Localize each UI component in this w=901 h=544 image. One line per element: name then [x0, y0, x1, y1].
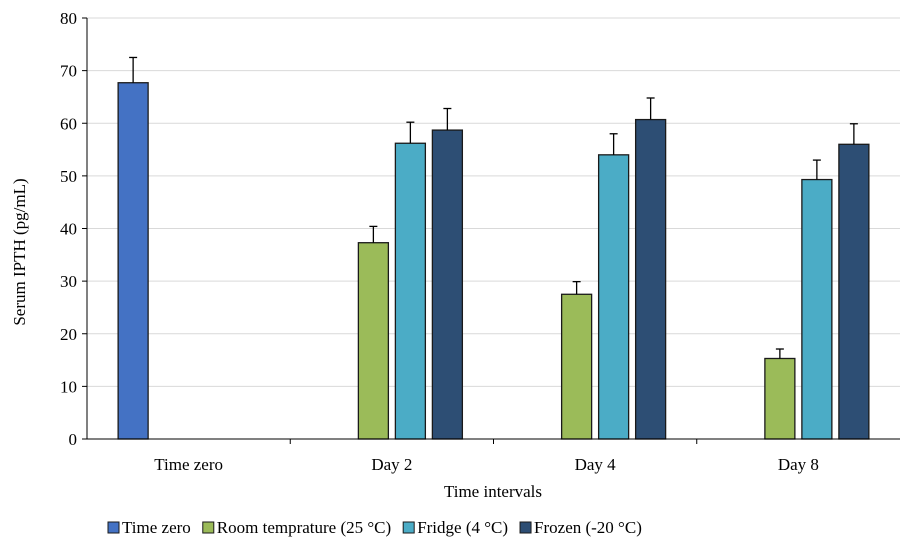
y-tick-label: 80 [60, 9, 77, 28]
bars [117, 82, 870, 440]
y-tick-label: 60 [60, 114, 77, 133]
bar [634, 118, 667, 440]
y-tick-label: 50 [60, 167, 77, 186]
x-tick-label: Day 2 [371, 455, 412, 474]
bar [394, 142, 427, 440]
bar [801, 178, 833, 440]
bar [117, 82, 149, 440]
y-tick-label: 20 [60, 325, 77, 344]
x-tick-label: Time zero [154, 455, 223, 474]
y-tick-label: 0 [69, 430, 78, 449]
bar [764, 357, 796, 440]
legend-swatch [202, 521, 215, 534]
y-tick-label: 10 [60, 377, 77, 396]
bar [431, 129, 464, 440]
legend-label: Room temprature (25 °C) [217, 518, 391, 537]
y-axis-label: Serum IPTH (pg/mL) [10, 178, 29, 325]
error-bars [129, 56, 858, 359]
y-tick-label: 70 [60, 62, 77, 81]
legend-label: Fridge (4 °C) [417, 518, 508, 537]
bar [597, 154, 630, 440]
y-tick-label: 40 [60, 220, 77, 239]
legend-swatch [519, 521, 532, 534]
axes [82, 17, 900, 444]
x-tick-label: Day 8 [778, 455, 819, 474]
x-axis-label: Time intervals [444, 482, 542, 501]
bar [838, 143, 870, 440]
bar [357, 242, 390, 440]
gridlines [87, 17, 900, 387]
x-tick-label: Day 4 [575, 455, 617, 474]
x-tick-labels: Time zero Day 2 Day 4 Day 8 [154, 455, 819, 474]
legend-label: Time zero [122, 518, 191, 537]
legend-label: Frozen (-20 °C) [534, 518, 642, 537]
y-tick-label: 30 [60, 272, 77, 291]
y-tick-labels: 0 10 20 30 40 50 60 70 80 [60, 9, 77, 449]
legend: Time zero Room temprature (25 °C) Fridge (… [107, 518, 642, 537]
bar [560, 293, 593, 440]
legend-swatch [402, 521, 415, 534]
legend-swatch [107, 521, 120, 534]
